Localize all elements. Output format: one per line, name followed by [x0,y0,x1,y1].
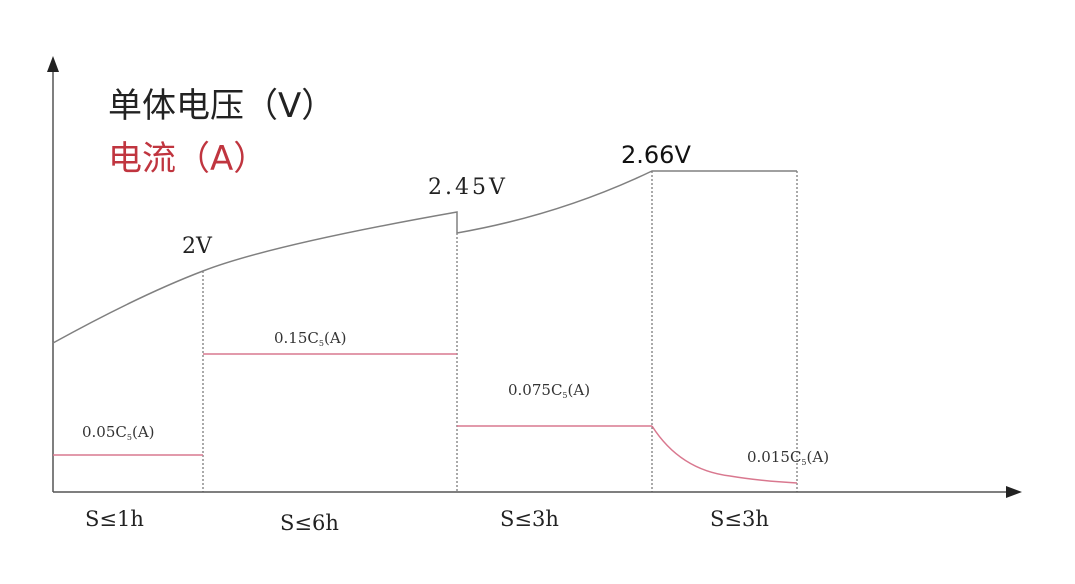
current-label: 0.075C5(A) [508,381,590,400]
stage-duration: S≤3h [710,507,769,531]
voltage-axis-title: 单体电压（V） [108,86,335,126]
voltage-label: 2.66V [621,141,691,169]
current-stage-4 [651,425,798,484]
current-label: 0.15C5(A) [274,329,347,348]
x-axis-arrow-icon [1006,486,1022,498]
current-label: 0.015C5(A) [747,448,829,467]
voltage-label: 2.45V [428,175,508,200]
voltage-label: 2V [182,234,213,259]
stage-duration: S≤3h [500,507,559,531]
current-axis-title: 电流（A） [108,139,267,179]
current-label: 0.05C5(A) [82,423,155,442]
stage-duration: S≤6h [280,511,339,535]
voltage-curve [52,170,797,344]
current-curve [53,353,798,484]
y-axis-arrow-icon [47,56,59,72]
stage-duration: S≤1h [85,507,144,531]
